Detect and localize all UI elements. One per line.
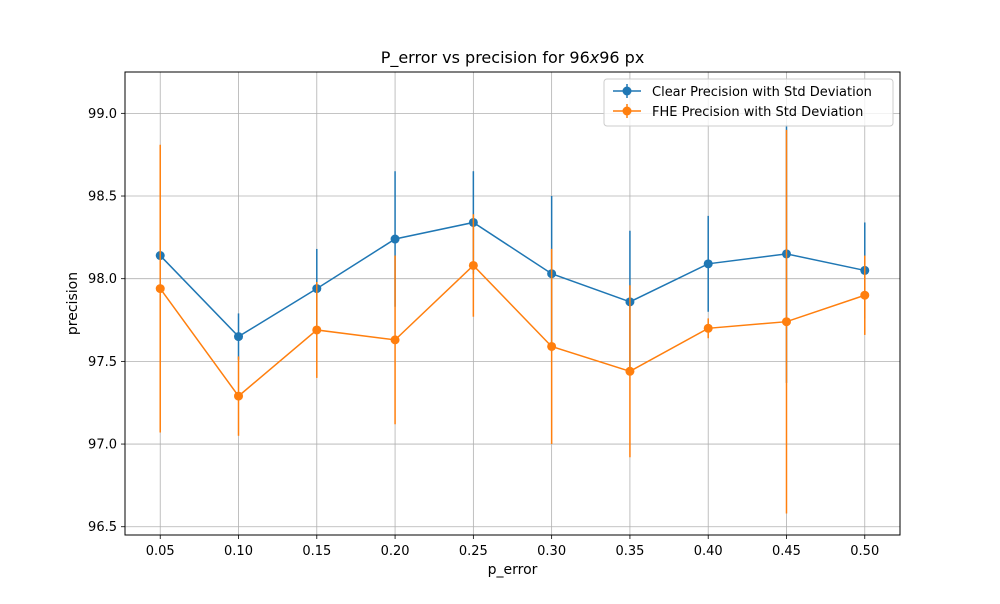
plot-frame <box>124 71 901 536</box>
data-point <box>390 335 400 345</box>
x-tick-label: 0.45 <box>772 544 801 559</box>
x-tick-label: 0.05 <box>146 544 175 559</box>
data-point <box>625 366 635 376</box>
legend-fhe-marker <box>622 106 632 116</box>
y-tick-label: 98.0 <box>88 272 117 287</box>
x-tick-label: 0.25 <box>459 544 488 559</box>
data-point <box>703 259 713 269</box>
series-fhe <box>155 129 870 514</box>
data-point <box>312 325 322 335</box>
y-tick-label: 98.5 <box>88 190 117 205</box>
data-point <box>234 391 244 401</box>
tick-layer: 0.05 0.10 0.15 0.20 0.25 0.30 0.35 0.40 0.45 0.50… <box>88 107 879 559</box>
series-line <box>159 264 866 398</box>
legend: Clear Precision with Std Deviation FHE P… <box>603 78 894 127</box>
data-point <box>390 234 400 244</box>
y-tick-label: 99.0 <box>88 107 117 122</box>
series-layer <box>155 124 870 514</box>
series-line <box>159 221 865 338</box>
y-axis-label: precision <box>65 272 81 335</box>
legend-clear-marker <box>622 86 632 96</box>
x-tick-label: 0.20 <box>381 544 410 559</box>
data-point <box>703 323 713 333</box>
x-tick-label: 0.15 <box>302 544 331 559</box>
x-tick-label: 0.10 <box>224 544 253 559</box>
x-tick-label: 0.30 <box>537 544 566 559</box>
data-point <box>860 290 870 300</box>
legend-fhe-label: FHE Precision with Std Deviation <box>652 105 863 120</box>
legend-box <box>603 78 894 127</box>
y-tick-label: 97.0 <box>88 438 117 453</box>
x-axis-label: p_error <box>488 562 538 578</box>
data-point <box>547 341 557 351</box>
legend-entry-clear: Clear Precision with Std Deviation <box>613 84 872 100</box>
chart-title: P_error vs precision for 96x96 px <box>381 48 645 68</box>
data-point <box>155 284 165 294</box>
x-tick-label: 0.35 <box>615 544 644 559</box>
legend-clear-label: Clear Precision with Std Deviation <box>652 85 872 100</box>
data-point <box>234 332 244 342</box>
y-tick-label: 97.5 <box>88 355 117 370</box>
data-point <box>781 317 791 327</box>
y-tick-label: 96.5 <box>88 520 117 535</box>
x-tick-label: 0.40 <box>694 544 723 559</box>
legend-entry-fhe: FHE Precision with Std Deviation <box>613 104 863 120</box>
x-tick-label: 0.50 <box>850 544 879 559</box>
plot-area <box>125 72 900 535</box>
data-point <box>468 260 478 270</box>
